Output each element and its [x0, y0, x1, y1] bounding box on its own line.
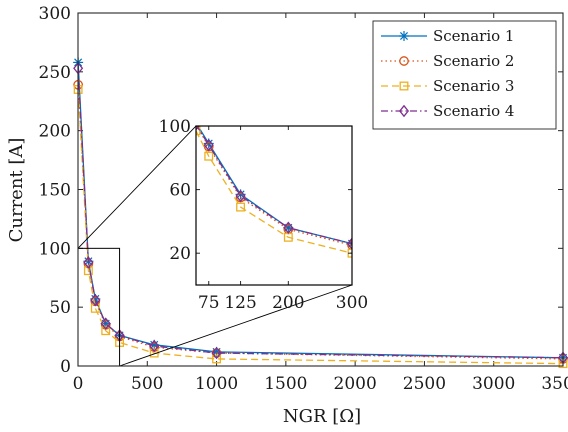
legend-label: Scenario 1 [433, 27, 514, 45]
y-tick-label: 300 [39, 4, 71, 24]
series-4-marker [83, 256, 94, 269]
legend-marker [399, 31, 409, 41]
legend-marker [399, 81, 409, 91]
inset-series-2-line [196, 126, 352, 246]
inset-x-tick-label: 200 [272, 293, 304, 313]
legend-label: Scenario 3 [433, 77, 514, 95]
y-tick-label: 250 [39, 63, 71, 83]
series-4-line [77, 68, 564, 359]
legend-label: Scenario 2 [433, 52, 514, 70]
inset-plot: 75 125 200 300 20 60 100 [159, 117, 369, 313]
zoom-connector [119, 284, 353, 367]
x-tick-label: 500 [131, 374, 163, 394]
inset-x-tick-label: 125 [224, 293, 256, 313]
inset-series-3-line [196, 130, 352, 254]
y-tick-label: 150 [39, 181, 71, 201]
series-2-line [77, 84, 564, 360]
x-tick-label: 1000 [195, 374, 238, 394]
inset-y-tick-label: 20 [169, 244, 191, 264]
series-4-marker [100, 317, 111, 330]
y-tick-label: 200 [39, 122, 71, 142]
inset-series-4-line [196, 126, 352, 245]
inset-series-4-marker [346, 237, 352, 250]
legend-marker [398, 104, 410, 118]
x-tick-label: 3000 [472, 374, 515, 394]
inset-x-tick-label: 75 [198, 293, 220, 313]
legend: Scenario 1 Scenario 2 Scenario 3 Scenario 4 [372, 20, 557, 130]
series-4-marker [90, 293, 101, 307]
series-3-marker [101, 326, 111, 336]
inset-y-tick-label: 100 [159, 117, 191, 137]
y-tick-label: 50 [49, 298, 71, 318]
y-tick-label: 100 [39, 239, 71, 259]
inset-series-3-marker [236, 202, 246, 212]
x-tick-label: 3500 [541, 374, 568, 394]
inset-series-3-marker [196, 126, 201, 136]
inset-series-3-marker [204, 151, 214, 161]
y-tick-label: 0 [60, 357, 71, 377]
legend-marker [399, 56, 409, 66]
inset-frame [195, 125, 353, 286]
zoom-connector [77, 125, 197, 249]
series-4-marker [149, 339, 160, 353]
series-3-marker [212, 354, 222, 364]
x-tick-label: 1500 [264, 374, 307, 394]
x-axis-label: NGR [Ω] [283, 406, 361, 427]
inset-y-tick-label: 60 [169, 181, 191, 201]
inset-x-tick-label: 300 [336, 293, 368, 313]
inset-background [196, 126, 352, 285]
plot-frame [77, 12, 564, 367]
y-axis-label: Current [A] [6, 138, 27, 243]
x-tick-label: 0 [73, 374, 84, 394]
x-tick-label: 2500 [403, 374, 446, 394]
x-tick-label: 2000 [334, 374, 377, 394]
inset-series-4-marker [203, 138, 214, 152]
legend-label: Scenario 4 [433, 102, 514, 120]
series-4-marker [211, 346, 222, 360]
inset-series-4-marker [283, 221, 294, 234]
inset-series-group [196, 126, 352, 258]
inset-series-4-marker [235, 189, 246, 203]
series-3-line [77, 89, 564, 365]
